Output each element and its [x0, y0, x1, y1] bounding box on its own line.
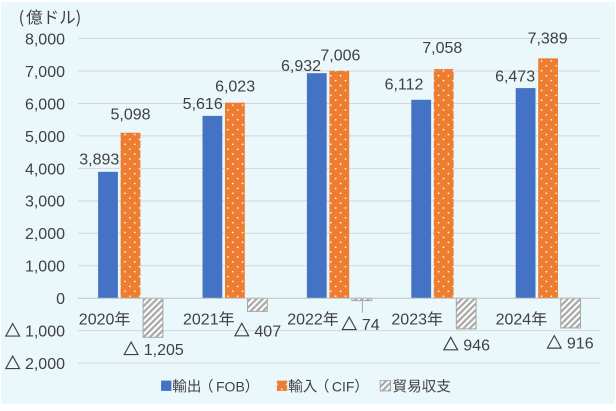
- svg-text:0: 0: [56, 291, 65, 308]
- svg-text:8,000: 8,000: [25, 31, 65, 48]
- svg-text:5,000: 5,000: [25, 129, 65, 146]
- svg-text:2,000: 2,000: [25, 226, 65, 243]
- svg-text:2021: 2021: [183, 312, 219, 329]
- svg-text:1,000: 1,000: [25, 324, 65, 341]
- svg-text:FOB: FOB: [216, 378, 245, 394]
- svg-text:6,000: 6,000: [25, 96, 65, 113]
- svg-text:6,112: 6,112: [385, 76, 424, 93]
- svg-text:3,000: 3,000: [25, 194, 65, 211]
- svg-text:946: 946: [463, 337, 490, 354]
- svg-text:1,205: 1,205: [144, 342, 184, 359]
- svg-text:6,473: 6,473: [495, 69, 535, 86]
- svg-text:6,932: 6,932: [281, 58, 321, 75]
- svg-text:74: 74: [362, 317, 380, 334]
- svg-text:3,893: 3,893: [79, 151, 119, 168]
- svg-text:CIF: CIF: [332, 378, 355, 394]
- svg-text:407: 407: [254, 323, 281, 340]
- svg-text:2024: 2024: [496, 312, 532, 329]
- svg-text:6,023: 6,023: [215, 79, 255, 96]
- svg-text:7,006: 7,006: [320, 47, 360, 64]
- svg-text:4,000: 4,000: [25, 161, 65, 178]
- svg-text:7,000: 7,000: [25, 64, 65, 81]
- svg-text:7,389: 7,389: [528, 30, 568, 47]
- svg-text:5,098: 5,098: [110, 106, 150, 123]
- svg-text:2,000: 2,000: [25, 356, 65, 373]
- svg-text:7,058: 7,058: [422, 40, 462, 57]
- svg-text:5,616: 5,616: [183, 96, 223, 113]
- svg-text:2020: 2020: [79, 312, 115, 329]
- svg-text:916: 916: [567, 336, 594, 353]
- svg-text:2022: 2022: [287, 312, 323, 329]
- svg-text:2023: 2023: [391, 312, 427, 329]
- svg-text:1,000: 1,000: [25, 259, 65, 276]
